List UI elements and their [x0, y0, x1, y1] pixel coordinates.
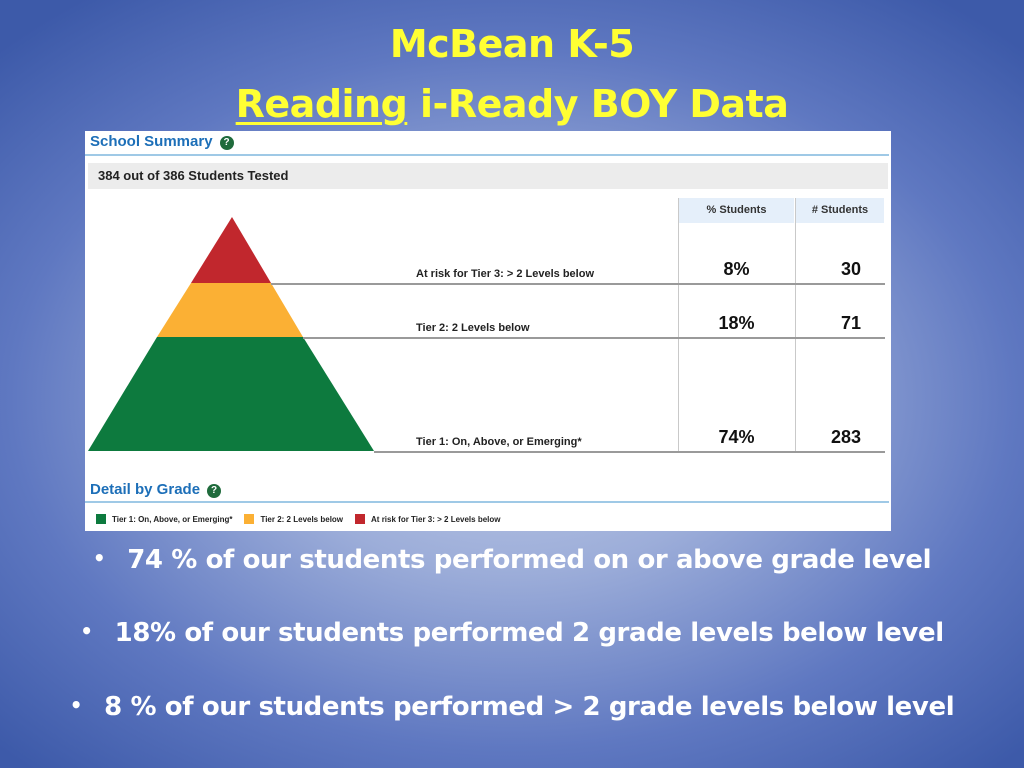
row-divider-tier2 [303, 337, 885, 339]
tier-pyramid [88, 217, 374, 451]
legend-swatch-green [96, 514, 106, 524]
title-underlined-word: Reading [235, 82, 408, 126]
tier2-percent: 18% [718, 313, 755, 333]
pyramid-tier3-segment [191, 217, 271, 283]
bullet-dot: • [92, 546, 106, 570]
bullet-dot: • [80, 619, 93, 643]
pyramid-tier1-segment [88, 337, 374, 451]
school-summary-heading: School Summary? [90, 133, 234, 150]
col-header-count: # Students [796, 198, 884, 223]
bullet-text: 8 % of our students performed > 2 grade … [104, 692, 955, 722]
bullet-tier3: • 8 % of our students performed > 2 grade… [0, 692, 1024, 722]
tier2-count: 71 [840, 313, 862, 333]
row-divider-tier3 [271, 283, 885, 285]
col-divider-left [678, 198, 679, 451]
row-divider-tier1 [374, 451, 885, 453]
school-summary-panel: School Summary? 384 out of 386 Students … [85, 131, 891, 531]
help-icon[interactable]: ? [207, 484, 222, 498]
bullet-text: 18% of our students performed 2 grade le… [114, 618, 944, 648]
col-header-percent: % Students [679, 198, 794, 223]
tier1-label: Tier 1: On, Above, or Emerging* [416, 436, 582, 448]
tier1-percent: 74% [718, 427, 755, 447]
summary-divider [85, 154, 889, 156]
legend-swatch-red [355, 514, 366, 524]
legend-swatch-orange [244, 514, 255, 524]
title-rest: i-Ready BOY Data [407, 82, 789, 126]
legend-item-tier3: At risk for Tier 3: > 2 Levels below [355, 514, 501, 524]
slide-title-subject: Reading i-Ready BOY Data [0, 82, 1024, 126]
detail-by-grade-heading: Detail by Grade? [90, 481, 222, 498]
tier3-label: At risk for Tier 3: > 2 Levels below [416, 268, 595, 280]
help-icon[interactable]: ? [219, 136, 234, 150]
tier2-label: Tier 2: 2 Levels below [416, 322, 530, 334]
legend-item-tier1: Tier 1: On, Above, or Emerging* [96, 514, 232, 524]
school-summary-label: School Summary [90, 133, 213, 150]
tier-legend: Tier 1: On, Above, or Emerging* Tier 2: … [96, 514, 513, 524]
slide-title-school: McBean K-5 [389, 22, 635, 66]
bullet-text: 74 % of our students performed on or abo… [127, 545, 932, 575]
bullet-dot: • [69, 693, 83, 717]
legend-label: At risk for Tier 3: > 2 Levels below [371, 514, 501, 524]
bullet-tier1: • 74 % of our students performed on or ab… [0, 545, 1024, 575]
legend-label: Tier 1: On, Above, or Emerging* [112, 514, 233, 524]
col-divider-mid [795, 198, 796, 451]
tier3-count: 30 [840, 259, 862, 279]
detail-divider [85, 501, 889, 503]
legend-label: Tier 2: 2 Levels below [260, 514, 344, 524]
students-tested-bar: 384 out of 386 Students Tested [88, 163, 888, 189]
detail-by-grade-label: Detail by Grade [90, 481, 201, 498]
tier3-percent: 8% [723, 259, 750, 279]
bullet-tier2: • 18% of our students performed 2 grade l… [0, 618, 1024, 648]
tier1-count: 283 [830, 427, 862, 447]
legend-item-tier2: Tier 2: 2 Levels below [244, 514, 343, 524]
pyramid-tier2-segment [157, 283, 303, 337]
